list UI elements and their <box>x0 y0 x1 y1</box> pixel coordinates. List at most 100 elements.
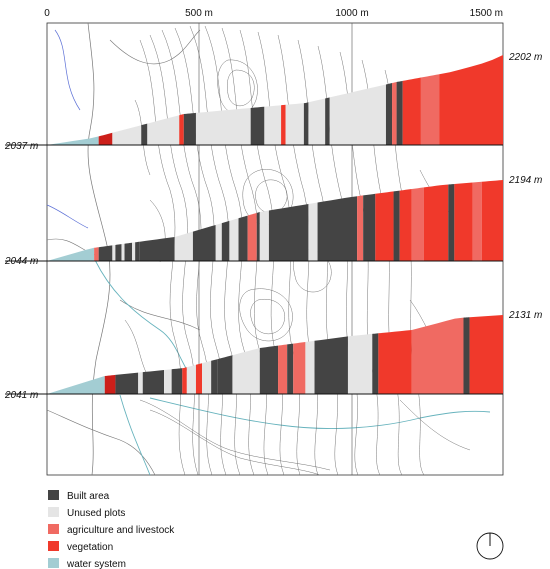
scale-bar: 0 500 m 1000 m 1500 m <box>44 8 503 19</box>
segment-veg <box>281 104 286 145</box>
segment-built <box>259 345 279 394</box>
segment-built <box>256 212 260 261</box>
segment-unused <box>308 98 326 145</box>
segment-built <box>325 97 330 145</box>
segment-veg <box>104 374 116 394</box>
segment-built <box>287 343 294 394</box>
scale-tick-label: 1000 m <box>335 8 368 19</box>
segment-built <box>98 245 113 261</box>
segment-unused <box>329 84 386 145</box>
contour-line <box>139 399 331 471</box>
legend-item-veg: vegetation <box>48 541 113 553</box>
legend-swatch <box>48 507 59 517</box>
segment-unused <box>138 372 143 394</box>
legend-swatch <box>48 558 59 568</box>
segment-unused <box>174 231 193 261</box>
section-3 <box>5 315 503 395</box>
segment-veg <box>375 191 394 261</box>
segment-agri <box>472 181 482 261</box>
segment-built <box>221 220 230 261</box>
segment-unused <box>347 333 373 394</box>
river-line <box>46 204 89 229</box>
scale-tick-label: 500 m <box>185 8 213 19</box>
segment-unused <box>112 244 116 261</box>
segment-built <box>115 244 122 261</box>
legend-item-water: water system <box>48 558 126 569</box>
contour-line <box>149 409 321 476</box>
segment-veg <box>179 114 184 145</box>
segment-water <box>47 376 105 394</box>
contour-line <box>139 39 186 476</box>
segment-built <box>393 190 400 261</box>
segment-agri <box>278 344 288 394</box>
segment-built <box>303 102 309 145</box>
segment-unused <box>112 125 142 145</box>
segment-unused <box>147 115 180 145</box>
segment-unused <box>305 340 315 394</box>
segment-unused <box>264 105 282 145</box>
segment-built <box>115 372 139 394</box>
segment-built <box>314 336 348 394</box>
contour-line <box>239 288 293 342</box>
segment-built <box>250 106 265 145</box>
legend-swatch <box>48 541 59 551</box>
segment-built <box>448 184 455 261</box>
segment-unused <box>164 369 172 394</box>
segment-agri <box>411 187 424 261</box>
segment-built <box>135 241 140 261</box>
legend: Built area Unused plots agriculture and li… <box>48 490 175 569</box>
elevation-sections <box>5 55 503 395</box>
legend-label: water system <box>66 559 126 569</box>
contour-line <box>399 399 471 451</box>
segment-built <box>463 317 470 394</box>
legend-swatch <box>48 490 59 500</box>
legend-label: vegetation <box>67 542 113 553</box>
segment-built <box>124 242 133 261</box>
river-line <box>149 397 491 429</box>
segment-unused <box>202 360 212 394</box>
segment-built <box>139 237 175 261</box>
segment-unused <box>186 364 196 394</box>
segment-veg <box>378 330 412 394</box>
section-3-right-elevation: 2131 m <box>508 310 542 321</box>
segment-agri <box>420 74 440 145</box>
segment-veg <box>182 367 187 394</box>
section-3-left-elevation: 2041 m <box>4 390 38 401</box>
contour-line <box>239 29 285 476</box>
road-line <box>46 409 156 476</box>
segment-unused <box>195 107 251 145</box>
segment-veg <box>399 189 412 261</box>
legend-item-built: Built area <box>48 490 110 502</box>
river-line <box>119 394 151 476</box>
legend-label: Unused plots <box>67 508 125 519</box>
segment-water <box>47 136 99 145</box>
segment-unused <box>121 243 125 261</box>
contour-line <box>250 298 285 334</box>
segment-built <box>183 112 196 145</box>
section-2 <box>5 180 503 262</box>
contour-line <box>227 69 255 106</box>
river-line <box>54 29 81 111</box>
legend-label: agriculture and livestock <box>67 525 175 536</box>
segment-veg <box>423 184 449 261</box>
segment-veg <box>439 55 503 145</box>
segment-veg <box>402 77 421 145</box>
segment-veg <box>195 363 203 394</box>
segment-water <box>47 247 95 261</box>
segment-built <box>141 123 148 145</box>
segment-veg <box>454 182 473 261</box>
segment-built <box>238 215 248 261</box>
segment-built <box>211 359 218 394</box>
segment-agri <box>94 247 99 261</box>
legend-label: Built area <box>67 491 110 502</box>
segment-built <box>268 204 309 261</box>
segment-veg <box>98 132 113 145</box>
segment-built <box>396 80 403 145</box>
river-line <box>94 259 191 376</box>
scale-tick-label: 0 <box>44 8 50 19</box>
segment-veg <box>481 180 503 261</box>
section-2-left-elevation: 2044 m <box>4 256 38 267</box>
segment-built <box>317 196 358 261</box>
section-1-right-elevation: 2202 m <box>508 52 542 63</box>
